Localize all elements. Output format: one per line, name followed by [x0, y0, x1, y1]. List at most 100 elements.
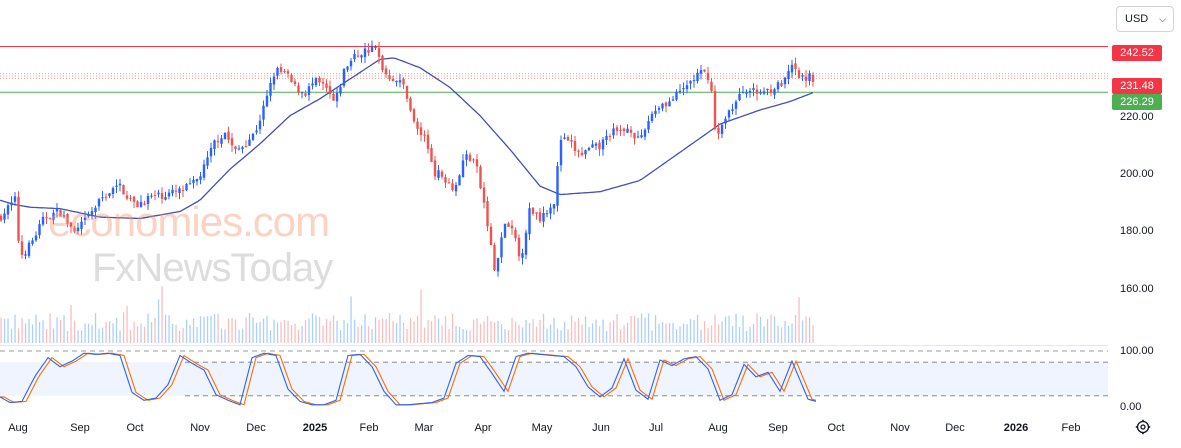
volume-bar: [602, 319, 604, 343]
pane-divider: [0, 345, 1108, 346]
candle-body: [591, 144, 594, 148]
volume-bar: [346, 323, 349, 343]
volume-bar: [469, 330, 471, 343]
volume-bar: [80, 330, 83, 343]
volume-bar: [350, 296, 352, 343]
candle-body: [83, 217, 87, 221]
candle-body: [97, 199, 101, 207]
candle-body: [780, 82, 783, 86]
volume-bar: [672, 322, 674, 343]
volume-bar: [157, 299, 160, 343]
candle-body: [185, 184, 188, 191]
volume-bar: [770, 314, 772, 343]
volume-bar: [486, 316, 489, 343]
volume-bar: [416, 315, 419, 343]
candle-body: [531, 207, 535, 214]
volume-bar: [388, 313, 391, 343]
volume-bar: [616, 314, 618, 343]
candle-body: [398, 80, 402, 83]
candle-body: [727, 110, 731, 118]
candle-body: [458, 175, 461, 186]
candle-body: [542, 212, 545, 222]
volume-bar: [563, 321, 566, 343]
x-tick-apr: Apr: [474, 422, 492, 434]
volume-bar: [140, 323, 142, 343]
candle-body: [766, 88, 769, 91]
candle-body: [489, 226, 493, 246]
volume-bar: [70, 305, 72, 343]
currency-select[interactable]: USD ⌵: [1116, 6, 1174, 32]
candle-body: [104, 196, 108, 198]
volume-bar: [525, 319, 527, 343]
x-tick-jun: Jun: [592, 422, 610, 434]
x-tick-sep: Sep: [70, 422, 90, 434]
candle-body: [377, 48, 381, 57]
volume-bar: [598, 326, 601, 343]
x-tick-dec: Dec: [246, 422, 266, 434]
candle-body: [115, 185, 118, 187]
candle-body: [549, 207, 552, 214]
volume-bar: [3, 318, 6, 343]
volume-bar: [150, 322, 153, 343]
candle-body: [482, 187, 486, 203]
volume-bar: [682, 323, 685, 343]
volume-bar: [322, 325, 324, 343]
candle-body: [195, 179, 199, 182]
candle-body: [713, 90, 717, 130]
candle-body: [643, 129, 647, 137]
candle-body: [710, 81, 713, 92]
volume-bar: [752, 323, 755, 343]
candle-body: [146, 195, 150, 205]
volume-bar: [535, 326, 538, 343]
candle-body: [682, 88, 685, 90]
volume-bar: [472, 319, 475, 343]
candle-body: [157, 192, 160, 195]
volume-bar: [154, 317, 156, 343]
candle-body: [108, 193, 111, 197]
volume-bar: [392, 321, 394, 343]
candle-body: [258, 120, 262, 130]
candle-body: [164, 197, 167, 200]
candle-body: [626, 128, 629, 133]
candle-body: [608, 135, 612, 137]
volume-bar: [668, 323, 671, 343]
volume-bar: [31, 324, 34, 343]
stochastic-background: [0, 345, 1108, 397]
volume-bar: [385, 319, 387, 343]
volume-bar: [353, 319, 356, 343]
candle-body: [577, 150, 580, 152]
gear-icon[interactable]: [1135, 419, 1151, 435]
candle-body: [132, 196, 136, 202]
volume-bar: [329, 320, 331, 343]
candle-body: [720, 124, 724, 135]
y-tick-220: 220.00: [1120, 111, 1154, 123]
volume-bar: [721, 321, 723, 343]
candle-body: [447, 182, 451, 184]
candle-body: [563, 137, 566, 139]
candle-body: [790, 64, 794, 73]
candle-body: [699, 70, 703, 74]
candle-body: [31, 240, 34, 244]
volume-bar: [136, 326, 139, 343]
candle-body: [178, 188, 181, 193]
candle-body: [507, 223, 510, 227]
volume-bar: [654, 315, 657, 343]
volume-bar: [581, 324, 583, 343]
candle-body: [202, 164, 206, 178]
volume-bar: [161, 286, 163, 343]
x-tick-mar: Mar: [414, 422, 434, 434]
volume-bar: [640, 313, 643, 343]
volume-bar: [717, 324, 720, 343]
volume-bar: [773, 316, 776, 343]
candle-body: [636, 136, 640, 138]
volume-bar: [182, 327, 184, 343]
candle-body: [503, 223, 507, 238]
volume-bar: [574, 321, 576, 343]
candle-body: [10, 202, 13, 206]
volume-bar: [126, 305, 128, 343]
candle-body: [241, 147, 244, 150]
candle-body: [454, 184, 458, 192]
volume-bar: [451, 313, 454, 343]
candle-body: [734, 101, 738, 109]
volume-bar: [178, 330, 181, 343]
